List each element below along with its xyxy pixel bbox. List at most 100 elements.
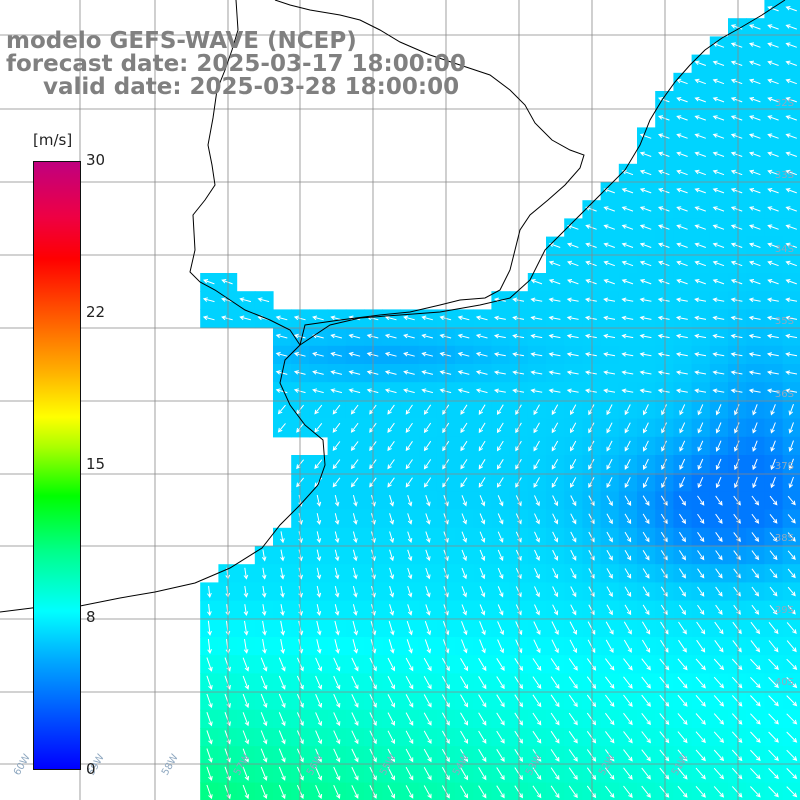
wind-arrow xyxy=(242,748,250,763)
wind-arrow xyxy=(694,78,706,85)
wind-arrow xyxy=(407,604,413,616)
wind-speed-cell xyxy=(527,473,547,492)
wind-arrow xyxy=(730,279,743,285)
wind-arrow xyxy=(533,404,540,416)
wind-arrow xyxy=(730,78,743,85)
wind-speed-cell xyxy=(637,473,656,492)
wind-arrow xyxy=(243,620,249,636)
wind-arrow xyxy=(552,604,559,616)
wind-arrow xyxy=(768,658,779,670)
wind-arrow xyxy=(262,639,267,654)
wind-arrow xyxy=(421,370,434,375)
wind-arrow xyxy=(641,731,651,744)
wind-speed-cell xyxy=(673,418,693,438)
wind-arrow xyxy=(260,766,268,781)
wind-arrow xyxy=(787,514,796,524)
wind-arrow xyxy=(676,242,688,248)
wind-speed-cell xyxy=(455,418,474,438)
wind-arrow xyxy=(278,712,286,727)
wind-arrow xyxy=(312,370,324,375)
wind-arrow xyxy=(479,639,486,654)
wind-arrow xyxy=(588,440,595,452)
wind-speed-cell xyxy=(418,436,438,456)
wind-arrow xyxy=(551,404,559,416)
wind-arrow xyxy=(316,604,322,617)
wind-arrow xyxy=(785,60,797,66)
wind-arrow xyxy=(606,568,613,579)
wind-arrow xyxy=(278,675,286,690)
wind-speed-cell xyxy=(746,418,765,438)
latitude-label: 39S xyxy=(774,605,794,616)
wind-arrow xyxy=(548,388,561,394)
wind-arrow xyxy=(641,749,651,762)
wind-arrow xyxy=(316,639,322,654)
wind-arrow xyxy=(405,730,414,745)
wind-arrow xyxy=(712,151,725,157)
wind-arrow xyxy=(334,531,340,544)
wind-arrow xyxy=(785,115,797,121)
wind-speed-cell xyxy=(345,455,365,474)
wind-arrow xyxy=(585,206,597,212)
wind-arrow xyxy=(606,531,613,543)
wind-speed-cell xyxy=(491,400,511,420)
wind-arrow xyxy=(752,476,758,489)
wind-arrow xyxy=(785,315,798,321)
wind-arrow xyxy=(334,494,340,507)
wind-arrow xyxy=(734,458,740,471)
wind-arrow xyxy=(423,422,432,434)
wind-speed-cell xyxy=(600,455,620,474)
wind-arrow xyxy=(623,785,633,799)
wind-arrow xyxy=(330,315,343,321)
wind-arrow xyxy=(751,495,760,506)
wind-arrow xyxy=(621,260,634,267)
wind-arrow xyxy=(550,676,560,690)
wind-arrow xyxy=(479,495,486,507)
wind-arrow xyxy=(262,620,267,636)
wind-arrow xyxy=(423,440,432,452)
wind-arrow xyxy=(316,549,322,562)
wind-arrow xyxy=(659,676,670,689)
wind-arrow xyxy=(660,621,669,635)
wind-arrow xyxy=(405,675,414,690)
wind-arrow xyxy=(334,585,340,598)
wind-arrow xyxy=(712,260,725,267)
wind-arrow xyxy=(206,675,213,690)
wind-arrow xyxy=(534,586,540,598)
wind-arrow xyxy=(552,495,559,507)
wind-arrow xyxy=(460,404,468,415)
wind-arrow xyxy=(748,352,761,357)
wind-arrow xyxy=(785,169,797,176)
wind-arrow xyxy=(734,476,740,489)
wind-arrow xyxy=(260,675,268,690)
wind-speed-cell xyxy=(400,418,420,438)
wind-arrow xyxy=(787,586,796,597)
wind-arrow xyxy=(330,333,343,339)
wind-arrow xyxy=(769,513,778,524)
wind-arrow xyxy=(712,315,725,321)
wind-speed-cell xyxy=(728,455,747,474)
wind-arrow xyxy=(351,694,359,708)
wind-arrow xyxy=(332,459,341,470)
wind-arrow xyxy=(387,459,395,470)
wind-arrow xyxy=(768,749,779,761)
wind-arrow xyxy=(457,370,470,375)
wind-arrow xyxy=(658,279,670,285)
wind-arrow xyxy=(623,767,633,780)
wind-arrow xyxy=(679,404,686,416)
wind-arrow xyxy=(658,188,670,194)
wind-arrow xyxy=(570,422,577,434)
wind-arrow xyxy=(350,459,359,470)
wind-arrow xyxy=(641,785,651,798)
wind-arrow xyxy=(460,440,468,452)
wind-arrow xyxy=(749,97,761,103)
wind-arrow xyxy=(403,370,415,375)
wind-speed-cell xyxy=(546,436,565,456)
wind-arrow xyxy=(641,767,651,780)
wind-speed-cell xyxy=(764,418,784,438)
wind-arrow xyxy=(624,604,632,616)
wind-arrow xyxy=(530,297,543,303)
map-title-block: modelo GEFS-WAVE (NCEP) forecast date: 2… xyxy=(6,30,466,99)
wind-arrow xyxy=(603,206,615,212)
wind-arrow xyxy=(786,768,798,780)
wind-arrow xyxy=(548,333,561,339)
